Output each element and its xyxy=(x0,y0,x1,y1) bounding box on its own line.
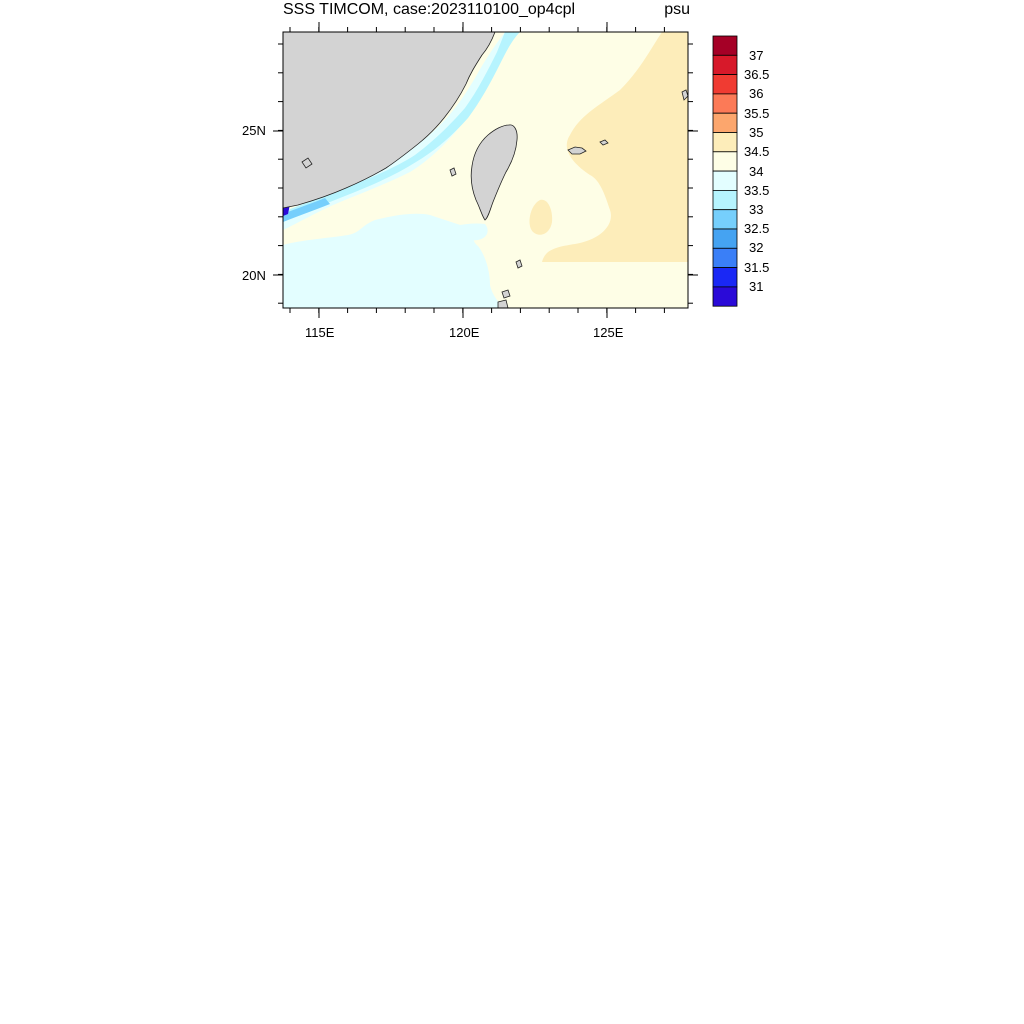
colorbar-box-5 xyxy=(712,132,738,153)
units-label: psu xyxy=(664,1,690,18)
colorbar-label-36: 36 xyxy=(749,86,764,101)
island-ryukyu-1 xyxy=(567,146,587,155)
colorbar-box-4 xyxy=(712,112,738,133)
salinity-taiwan-strip xyxy=(436,223,488,241)
colorbar-label-33-5: 33.5 xyxy=(744,183,770,198)
salinity-blob xyxy=(529,199,553,235)
colorbar-label-32-5: 32.5 xyxy=(744,221,770,236)
china-land xyxy=(282,31,496,209)
colorbar-label-32: 32 xyxy=(749,240,764,255)
salinity-coast-detail xyxy=(283,198,330,222)
map-frame xyxy=(282,31,689,309)
colorbar-box-8 xyxy=(712,189,738,211)
colorbar-label-34: 34 xyxy=(749,164,764,179)
colorbar-label-35-5: 35.5 xyxy=(744,106,770,121)
colorbar xyxy=(712,35,738,307)
colorbar-label-33: 33 xyxy=(749,202,764,217)
colorbar-box-9 xyxy=(712,209,738,230)
colorbar-label-37: 37 xyxy=(749,48,764,63)
colorbar-label-31-5: 31.5 xyxy=(744,260,770,275)
island-hainan-tip xyxy=(301,157,313,169)
y-tick-label-25n: 25N xyxy=(242,123,266,138)
map-title: SSS TIMCOM, case:2023110100_op4cpl xyxy=(283,1,576,18)
colorbar-box-0 xyxy=(712,35,738,56)
axis-ticks xyxy=(273,22,698,318)
colorbar-label-34-5: 34.5 xyxy=(744,144,770,159)
salinity-zone-345-35 xyxy=(542,32,688,262)
y-tick-label-20n: 20N xyxy=(242,268,266,283)
colorbar-box-2 xyxy=(712,74,738,95)
island-luzon-strait-2 xyxy=(515,259,523,269)
x-tick-label-120e: 120E xyxy=(449,325,480,340)
colorbar-label-35: 35 xyxy=(749,125,764,140)
x-tick-label-125e: 125E xyxy=(593,325,624,340)
colorbar-box-11 xyxy=(712,247,738,269)
island-ryukyu-2 xyxy=(599,139,609,146)
colorbar-label-36-5: 36.5 xyxy=(744,67,770,82)
colorbar-box-10 xyxy=(712,228,738,249)
colorbar-box-13 xyxy=(712,286,738,307)
colorbar-box-3 xyxy=(712,93,738,114)
colorbar-box-12 xyxy=(712,267,738,288)
salinity-zone-33-335 xyxy=(283,32,520,222)
colorbar-box-7 xyxy=(712,170,738,191)
island-luzon-strait-1 xyxy=(501,289,511,299)
taiwan-land xyxy=(470,124,518,221)
island-penghu xyxy=(449,167,457,177)
colorbar-box-1 xyxy=(712,54,738,75)
colorbar-box-6 xyxy=(712,151,738,172)
x-tick-label-115e: 115E xyxy=(305,325,335,340)
colorbar-label-31: 31 xyxy=(749,279,764,294)
